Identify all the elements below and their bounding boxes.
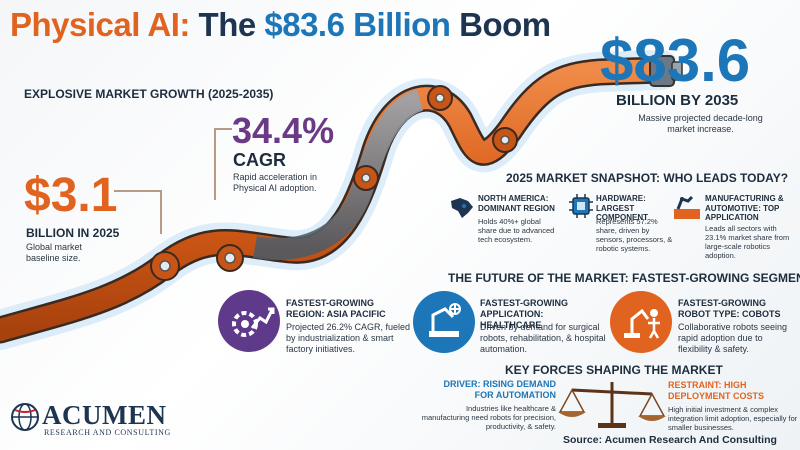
cagr-label: CAGR bbox=[233, 150, 286, 170]
factory-robot-icon bbox=[672, 193, 702, 221]
title-part-2: The bbox=[198, 6, 265, 43]
future-item-1-title: FASTEST-GROWING REGION: ASIA PACIFIC bbox=[286, 298, 386, 319]
cagr-desc: Rapid acceleration in Physical AI adopti… bbox=[233, 172, 318, 193]
page-title: Physical AI: The $83.6 Billion Boom bbox=[10, 6, 551, 44]
start-value-amount: $3.1 bbox=[24, 169, 118, 222]
surgical-robot-icon bbox=[413, 291, 475, 353]
title-part-3: $83.6 Billion bbox=[264, 6, 451, 43]
map-icon bbox=[448, 195, 476, 221]
snapshot-item-3-title: MANUFACTURING & AUTOMOTIVE: TOP APPLICAT… bbox=[705, 194, 784, 222]
source-text: Source: Acumen Research And Consulting bbox=[563, 434, 777, 446]
cagr-amount: 34.4% bbox=[232, 110, 335, 151]
snapshot-item-1-title: NORTH AMERICA: DOMINANT REGION bbox=[478, 194, 555, 213]
logo-tagline: RESEARCH AND CONSULTING bbox=[44, 428, 171, 437]
end-value-amount: $83.6 bbox=[600, 27, 751, 94]
snapshot-item-2-title: HARDWARE: LARGEST COMPONENT bbox=[596, 194, 648, 222]
balance-scale-icon bbox=[556, 378, 668, 430]
snapshot-item-2-desc: Represents 57.2% share, driven by sensor… bbox=[596, 217, 673, 253]
future-item-3-title: FASTEST-GROWING ROBOT TYPE: COBOTS bbox=[678, 298, 781, 319]
snapshot-heading: 2025 MARKET SNAPSHOT: WHO LEADS TODAY? bbox=[506, 171, 789, 185]
growth-heading: EXPLOSIVE MARKET GROWTH (2025-2035) bbox=[24, 87, 274, 101]
forces-heading: KEY FORCES SHAPING THE MARKET bbox=[505, 363, 723, 377]
start-value-desc: Global market baseline size. bbox=[26, 242, 83, 263]
end-value-desc: Massive projected decade-long market inc… bbox=[638, 113, 763, 134]
gear-growth-icon bbox=[218, 290, 280, 352]
restraint-title: RESTRAINT: HIGH DEPLOYMENT COSTS bbox=[668, 380, 765, 401]
future-item-3-desc: Collaborative robots seeing rapid adopti… bbox=[678, 322, 788, 354]
chip-icon bbox=[568, 193, 594, 219]
title-part-4: Boom bbox=[450, 6, 551, 43]
cobot-icon bbox=[610, 291, 672, 353]
title-part-1: Physical AI: bbox=[10, 6, 199, 43]
acumen-globe-logo bbox=[10, 402, 40, 432]
driver-desc: Industries like healthcare & manufacturi… bbox=[421, 404, 556, 431]
logo-name: ACUMEN bbox=[42, 400, 167, 430]
future-heading: THE FUTURE OF THE MARKET: FASTEST-GROWIN… bbox=[448, 271, 800, 285]
future-item-1-desc: Projected 26.2% CAGR, fueled by industri… bbox=[286, 322, 411, 354]
future-item-2-desc: Driven by demand for surgical robots, re… bbox=[480, 322, 606, 354]
restraint-desc: High initial investment & complex integr… bbox=[668, 405, 798, 432]
future-item-2-title: FASTEST-GROWING APPLICATION: HEALTHCARE bbox=[480, 298, 569, 330]
start-value-label: BILLION IN 2025 bbox=[26, 226, 120, 240]
driver-title: DRIVER: RISING DEMAND FOR AUTOMATION bbox=[443, 379, 556, 400]
start-value-connector bbox=[114, 190, 162, 234]
snapshot-item-1-desc: Holds 40%+ global share due to advanced … bbox=[478, 217, 555, 244]
end-value-label: BILLION BY 2035 bbox=[616, 92, 739, 109]
cagr-connector bbox=[214, 128, 232, 200]
snapshot-item-3-desc: Leads all sectors with 23.1% market shar… bbox=[705, 224, 790, 260]
